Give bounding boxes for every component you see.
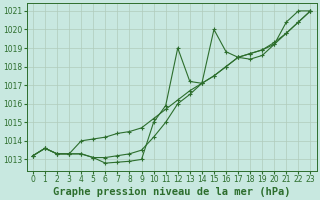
X-axis label: Graphe pression niveau de la mer (hPa): Graphe pression niveau de la mer (hPa)	[53, 186, 291, 197]
